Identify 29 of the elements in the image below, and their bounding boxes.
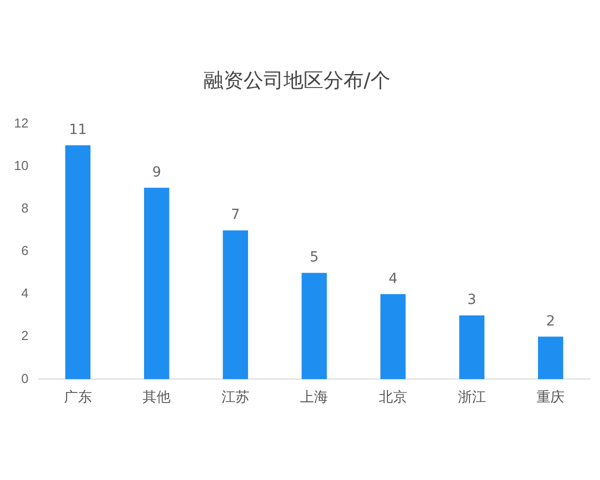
- data-label: 2: [546, 313, 556, 330]
- x-tick-label: 浙江: [458, 388, 486, 404]
- bar: [538, 336, 564, 380]
- data-label: 7: [230, 206, 240, 223]
- bar: [65, 145, 90, 380]
- data-label: 3: [467, 292, 476, 308]
- y-tick-label: 8: [21, 200, 28, 216]
- bar: [459, 315, 484, 380]
- bar: [222, 230, 248, 380]
- y-tick-label: 6: [21, 243, 28, 258]
- x-tick-label: 江苏: [221, 388, 250, 404]
- x-tick-label: 广东: [64, 388, 92, 404]
- data-label: 5: [310, 250, 319, 266]
- x-tick-label: 北京: [379, 388, 408, 404]
- y-tick-label: 0: [21, 370, 28, 386]
- bar: [380, 294, 406, 380]
- data-label: 4: [388, 270, 398, 287]
- bar: [302, 272, 327, 380]
- bar: [144, 188, 170, 380]
- y-tick-label: 2: [21, 328, 28, 344]
- x-tick-label: 重庆: [536, 388, 565, 404]
- y-tick-label: 12: [14, 116, 28, 131]
- data-label: 9: [152, 164, 162, 180]
- y-tick-label: 10: [14, 158, 28, 174]
- x-tick-label: 上海: [300, 388, 328, 404]
- data-label: 11: [68, 122, 87, 138]
- chart-title: 融资公司地区分布/个: [204, 68, 390, 92]
- y-tick-label: 4: [21, 286, 28, 301]
- x-tick-label: 其他: [142, 388, 171, 404]
